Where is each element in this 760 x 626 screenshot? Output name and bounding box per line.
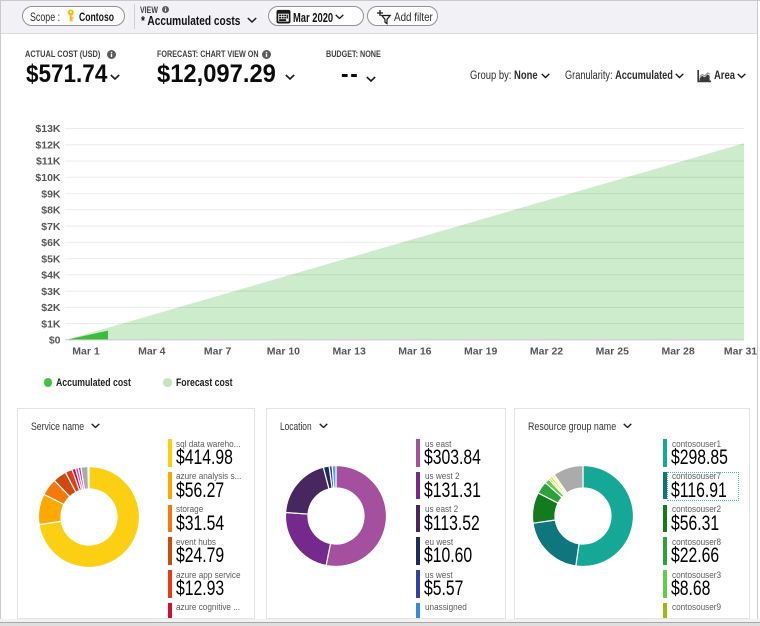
svg-text:$4K: $4K <box>41 270 61 282</box>
svg-text:Mar 16: Mar 16 <box>398 346 431 358</box>
svg-text:Mar 22: Mar 22 <box>530 346 563 358</box>
svg-text:$7K: $7K <box>41 221 61 233</box>
svg-text:$3K: $3K <box>41 286 61 298</box>
svg-text:$8K: $8K <box>41 205 61 217</box>
svg-text:Mar 4: Mar 4 <box>138 346 166 358</box>
svg-text:$1K: $1K <box>41 318 61 330</box>
svg-text:$2K: $2K <box>41 302 61 314</box>
svg-text:Mar 28: Mar 28 <box>661 346 694 358</box>
svg-text:Mar 10: Mar 10 <box>267 346 300 358</box>
svg-text:Mar 19: Mar 19 <box>464 346 497 358</box>
svg-text:Mar 1: Mar 1 <box>72 346 100 358</box>
svg-text:Mar 31: Mar 31 <box>724 346 757 358</box>
svg-text:$12K: $12K <box>35 140 61 152</box>
svg-text:$6K: $6K <box>41 237 61 249</box>
svg-text:Mar 7: Mar 7 <box>204 346 232 358</box>
svg-text:$10K: $10K <box>35 172 61 184</box>
svg-text:Mar 13: Mar 13 <box>333 346 366 358</box>
svg-text:$9K: $9K <box>41 188 61 200</box>
svg-text:$0: $0 <box>49 335 61 347</box>
svg-text:$11K: $11K <box>36 156 61 168</box>
svg-text:$5K: $5K <box>41 253 61 265</box>
svg-text:$13K: $13K <box>35 123 61 135</box>
svg-text:Mar 25: Mar 25 <box>596 346 629 358</box>
